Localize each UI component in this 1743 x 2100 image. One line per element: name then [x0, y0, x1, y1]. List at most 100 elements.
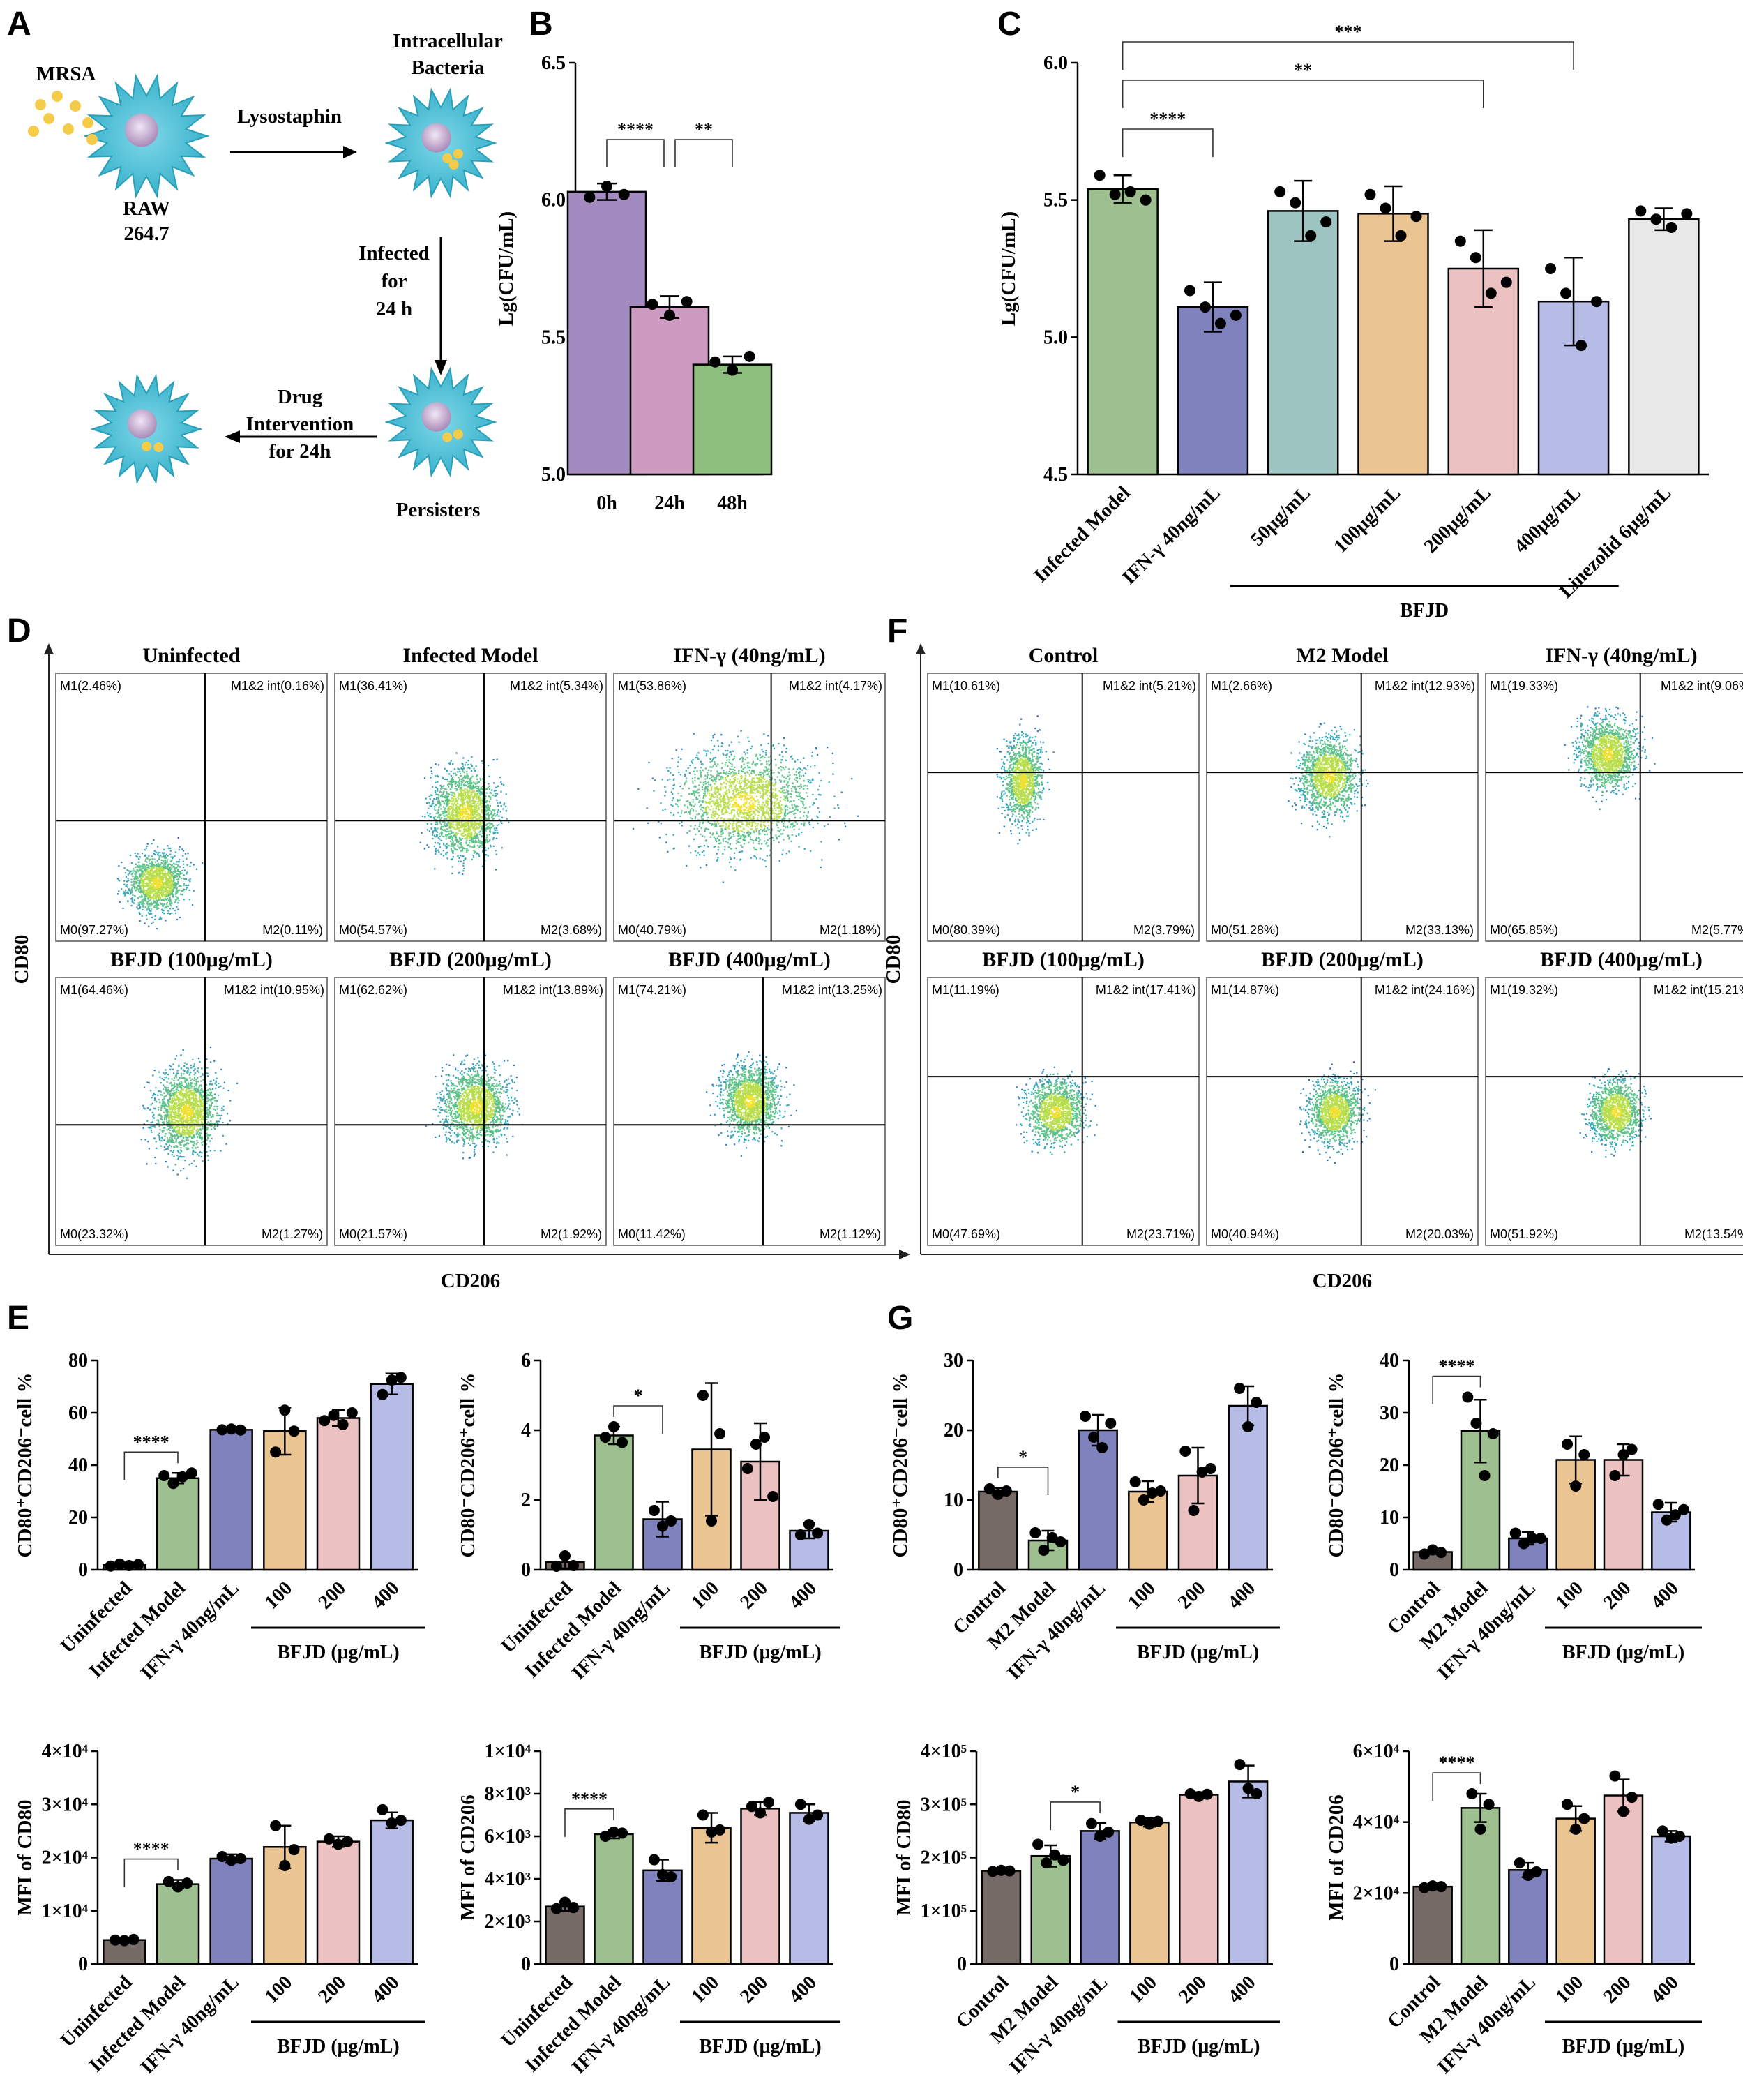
data-point: [377, 1804, 388, 1815]
significance-label: *: [1571, 0, 1580, 4]
quadrant-m12-label: M1&2 int(9.06%): [1661, 679, 1743, 693]
bracket-line: [614, 1406, 663, 1434]
flow-F-xlabel: CD206: [1313, 1270, 1372, 1292]
category-label: 200: [1174, 1577, 1210, 1614]
data-point: [270, 1446, 281, 1457]
data-point: [1094, 170, 1106, 181]
bar-2: [595, 1834, 633, 1964]
category-label: 100: [1551, 1972, 1587, 2008]
category-label: 200: [314, 1972, 350, 2008]
data-point: [1290, 197, 1301, 209]
bar-1: [1088, 189, 1158, 474]
panel-label-b: B: [529, 6, 553, 43]
data-point: [1202, 1789, 1213, 1800]
category-label: 100: [261, 1972, 297, 2008]
quadrant-m2-label: M2(3.79%): [1133, 923, 1195, 937]
intracellular-label-line2: Bacteria: [412, 57, 485, 79]
data-point: [395, 1815, 407, 1826]
quadrant-m2-label: M2(1.27%): [262, 1227, 323, 1241]
data-point: [1455, 236, 1466, 247]
y-axis-label: MFI of CD206: [1325, 1794, 1348, 1920]
category-label: 400: [368, 1972, 404, 2008]
raw-label-line1: RAW: [123, 197, 170, 220]
data-point: [649, 1854, 660, 1866]
y-tick-label: 0: [953, 1559, 963, 1581]
data-point: [1038, 1545, 1049, 1556]
data-point: [1470, 252, 1481, 263]
quadrant-m12-label: M1&2 int(13.25%): [782, 983, 882, 997]
significance-label: ****: [133, 1839, 169, 1859]
intracellular-label-line1: Intracellular: [393, 30, 503, 52]
data-point: [1055, 1536, 1066, 1547]
macrophage-persister-bacterium: [442, 433, 452, 442]
data-point: [1155, 1485, 1166, 1497]
macrophage-infected: [387, 90, 495, 197]
infected-label-line3: 24 h: [376, 298, 412, 320]
category-label: 24h: [654, 493, 685, 514]
data-point: [1057, 1854, 1069, 1866]
y-axis-label: MFI of CD80: [14, 1800, 36, 1916]
bar-4: [693, 1828, 731, 1964]
flow-plot-title: IFN-γ (40ng/mL): [673, 644, 825, 667]
y-tick-label: 1×10⁴: [42, 1900, 89, 1922]
data-point: [1627, 1792, 1638, 1803]
category-label: 100: [1125, 1972, 1161, 2008]
bracket-line: [124, 1452, 178, 1480]
y-tick-label: 2×10³: [485, 1911, 531, 1933]
significance-bracket: *: [200, 0, 209, 4]
data-point: [1479, 1470, 1491, 1481]
y-tick-label: 5.0: [1043, 327, 1068, 348]
data-point: [568, 1902, 579, 1913]
y-axis-label: CD80⁺CD206⁻cell %: [889, 1373, 912, 1558]
flow-D-xlabel: CD206: [441, 1270, 500, 1292]
data-point: [649, 1505, 660, 1516]
y-tick-label: 30: [944, 1350, 963, 1372]
data-point: [158, 1470, 169, 1481]
infected-label-line1: Infected: [359, 242, 429, 264]
category-label: IFN-γ 40ng/mL: [137, 1972, 243, 2078]
y-tick-label: 0: [521, 1559, 531, 1581]
quadrant-m0-label: M0(40.94%): [1211, 1227, 1279, 1241]
y-tick-label: 4.5: [1043, 464, 1068, 486]
macrophage-persister: [387, 369, 495, 476]
significance-label: **: [1294, 60, 1312, 80]
data-point: [1570, 1824, 1581, 1835]
data-point: [1618, 1806, 1629, 1817]
y-tick-label: 3×10⁴: [42, 1794, 89, 1815]
significance-label: ****: [1055, 0, 1091, 4]
category-label: 400: [1223, 1577, 1260, 1614]
data-point: [1562, 1799, 1573, 1810]
significance-label: ***: [1334, 22, 1361, 42]
data-point: [1365, 189, 1376, 200]
y-axis-label: CD80⁻CD206⁺cell %: [1325, 1373, 1348, 1558]
data-point: [559, 1550, 571, 1561]
bar-2: [157, 1478, 199, 1570]
data-point: [338, 1419, 349, 1430]
data-point: [1514, 1857, 1525, 1868]
bar-3: [693, 365, 771, 474]
mrsa-bacteria: [28, 91, 98, 145]
data-point: [647, 299, 658, 310]
category-label: 0h: [596, 493, 617, 514]
y-tick-label: 0: [957, 1953, 967, 1975]
flow-plot-frame: [928, 673, 1199, 941]
bar-6: [1652, 1836, 1690, 1964]
flow-D-plot-6: BFJD (400μg/mL)M1(74.21%) M1&2 int(13.25%…: [614, 948, 885, 1245]
significance-bracket: *: [614, 1386, 663, 1434]
macrophage-infected-bacterium: [449, 160, 459, 170]
quadrant-m1-label: M1(53.86%): [618, 679, 686, 693]
y-axis-label: Lg(CFU/mL): [495, 211, 518, 326]
significance-label: ****: [1149, 109, 1186, 129]
group-label: BFJD (μg/mL): [699, 2036, 821, 2057]
data-point: [714, 1428, 725, 1439]
quadrant-m2-label: M2(1.18%): [820, 923, 881, 937]
data-point: [697, 1390, 709, 1401]
flow-plot-title: BFJD (200μg/mL): [389, 948, 552, 971]
bar-6: [371, 1384, 413, 1570]
data-point: [377, 1389, 388, 1400]
flow-plot-frame: [1207, 673, 1478, 941]
y-tick-label: 0: [1389, 1559, 1399, 1581]
data-point: [568, 1560, 579, 1571]
